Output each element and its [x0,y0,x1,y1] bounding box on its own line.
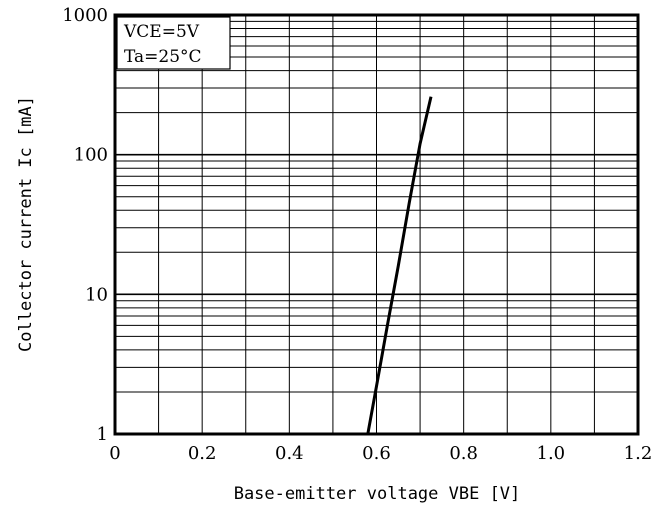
x-tick-label: 1.2 [624,443,653,464]
y-tick-label: 10 [85,284,108,305]
x-tick-label: 0.6 [362,443,391,464]
y-tick-label: 1000 [62,5,108,26]
legend-box: VCE=5V Ta=25°C [116,16,231,70]
y-tick-label: 1 [97,424,108,445]
legend-line-2: Ta=25°C [124,47,202,67]
series-line [366,96,433,435]
x-tick-label: 0.2 [188,443,217,464]
x-tick-label: 0 [109,443,120,464]
grid-lines [115,15,638,434]
legend-line-1: VCE=5V [123,22,200,42]
x-tick-labels: 0 0.2 0.4 0.6 0.8 1.0 1.2 [109,443,652,464]
x-axis-label: Base-emitter voltage VBE [V] [234,484,521,504]
x-tick-label: 0.4 [275,443,304,464]
legend-background [116,16,231,70]
x-tick-label: 1.0 [537,443,566,464]
x-tick-label: 0.8 [449,443,478,464]
y-tick-labels: 1 10 100 1000 [62,5,108,445]
y-tick-label: 100 [74,145,108,166]
plot-frame [113,13,640,436]
y-axis-label: Collector current Ic [mA] [16,96,36,352]
data-series [366,96,433,435]
